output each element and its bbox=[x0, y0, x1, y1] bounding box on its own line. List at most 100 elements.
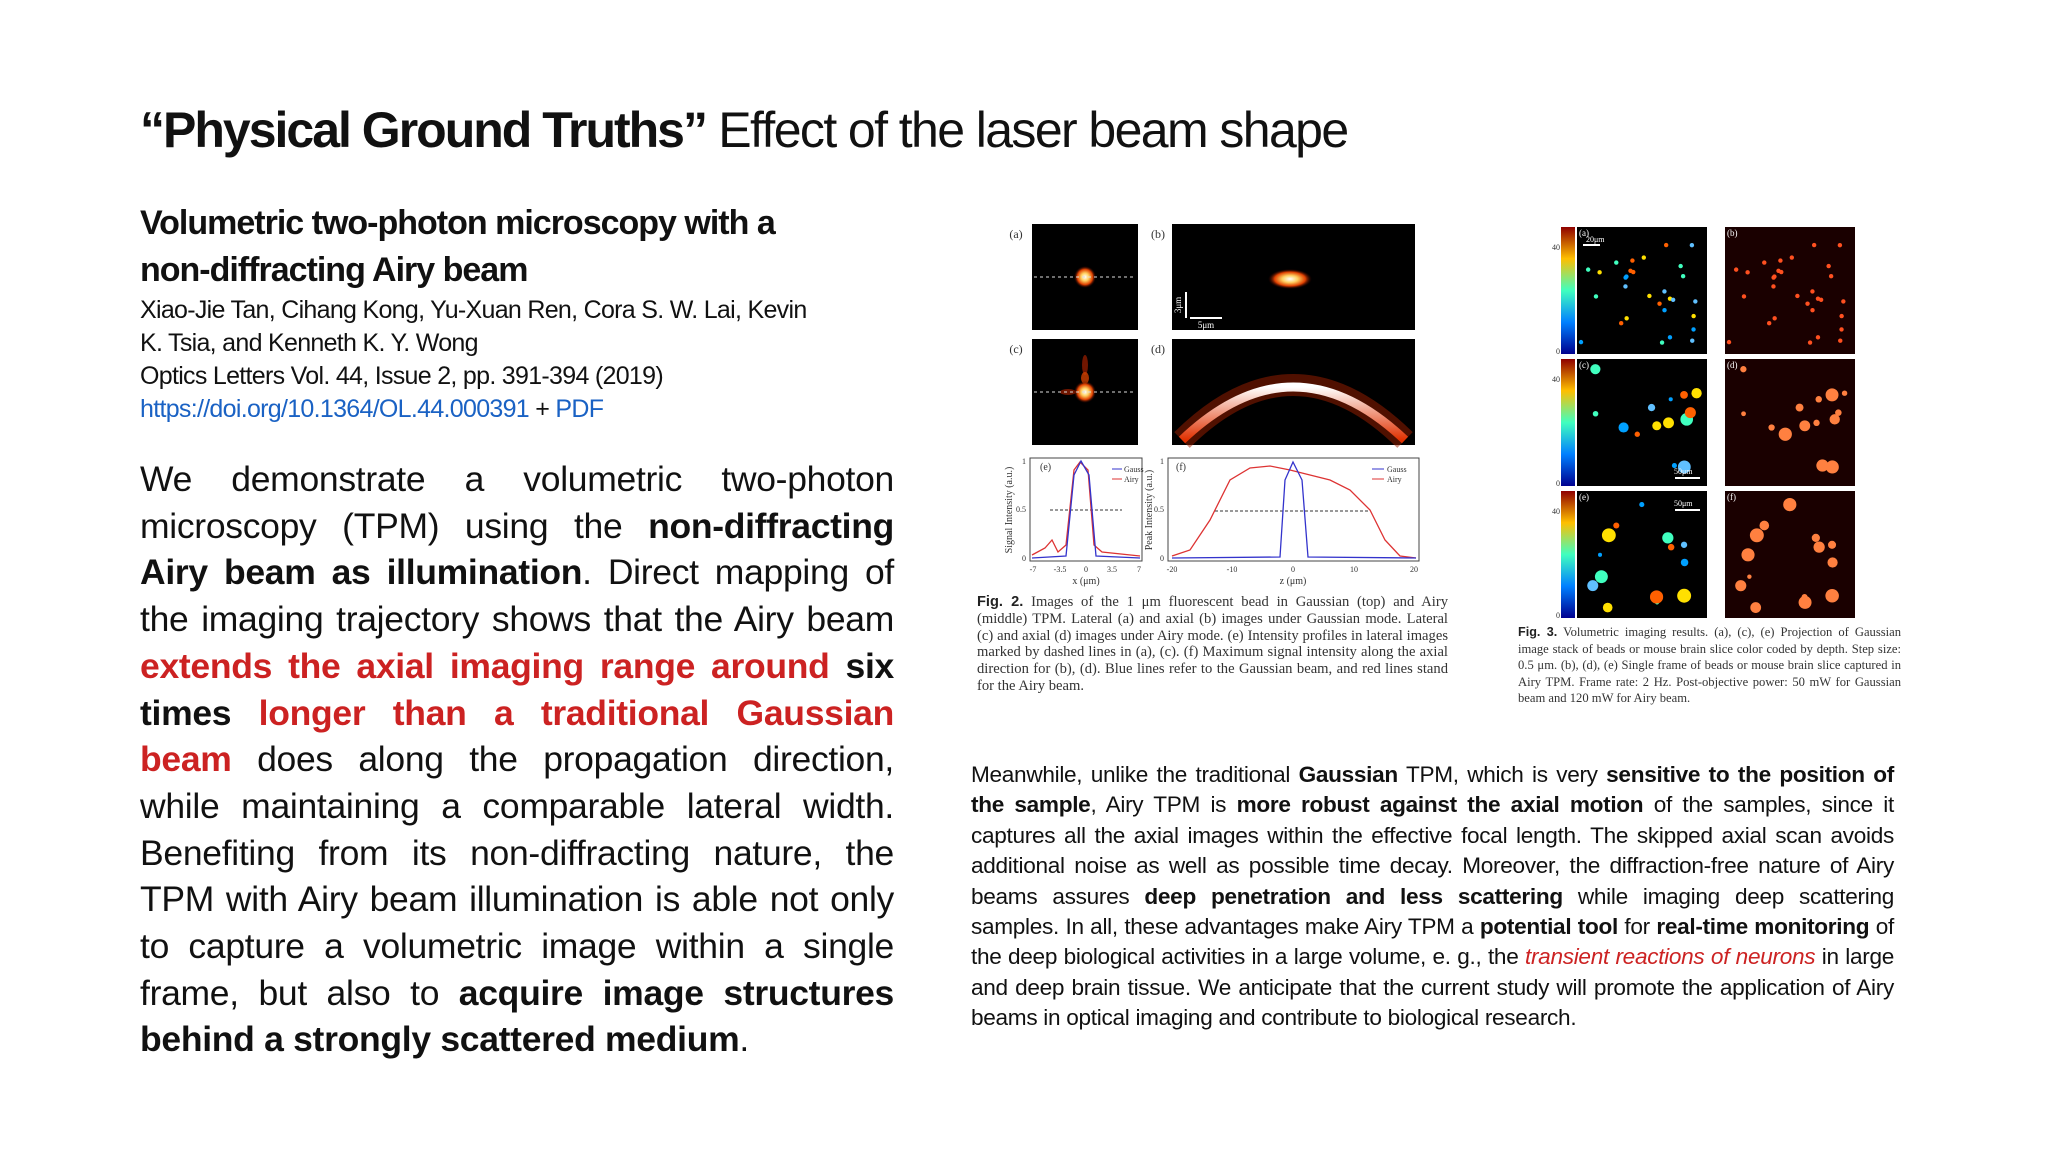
sample-dot bbox=[1677, 460, 1691, 474]
tick-label: -20 bbox=[1167, 565, 1178, 574]
sample-dot bbox=[1578, 339, 1584, 345]
panel-label: (c) bbox=[1579, 360, 1589, 370]
sample-dot bbox=[1759, 520, 1770, 531]
caption-label: Fig. 3. bbox=[1518, 625, 1558, 639]
text-segment: Meanwhile, unlike the traditional bbox=[971, 762, 1299, 787]
sample-art bbox=[1578, 242, 1848, 613]
sample-dot bbox=[1623, 275, 1628, 280]
sample-dot bbox=[1838, 338, 1843, 343]
sample-dot bbox=[1818, 297, 1824, 302]
text-segment: deep penetration and less scattering bbox=[1144, 883, 1563, 909]
panel-label: (a) bbox=[1579, 228, 1589, 238]
pdf-link[interactable]: PDF bbox=[555, 395, 604, 423]
sample-dot bbox=[1590, 364, 1601, 375]
tick-label: 20 bbox=[1410, 565, 1418, 574]
sample-dot bbox=[1741, 411, 1746, 417]
sample-dot bbox=[1668, 397, 1673, 402]
sample-dot bbox=[1726, 339, 1732, 345]
tick-label: -3.5 bbox=[1054, 565, 1067, 574]
caption-text: Volumetric imaging results. (a), (c), (e… bbox=[1518, 625, 1902, 706]
sample-dot bbox=[1810, 289, 1815, 294]
sample-dot bbox=[1602, 602, 1613, 613]
gauss-curve bbox=[1031, 459, 1141, 559]
sample-dot bbox=[1680, 390, 1688, 399]
tick-label: 0.5 bbox=[1154, 505, 1164, 514]
airy-curve bbox=[1171, 465, 1417, 559]
tick-label: 7 bbox=[1137, 565, 1141, 574]
sample-dot bbox=[1671, 462, 1677, 469]
sample-dot bbox=[1749, 528, 1764, 543]
text-segment: sensitive to the position of the sample bbox=[971, 762, 1894, 818]
sample-dot bbox=[1747, 574, 1752, 579]
figure-2-caption: Fig. 2. Images of the 1 μm fluorescent b… bbox=[977, 594, 1448, 695]
sample-dot bbox=[1594, 570, 1608, 584]
sample-dot bbox=[1810, 308, 1815, 313]
text-segment: Gaussian bbox=[1298, 762, 1399, 787]
sample-dot bbox=[1789, 255, 1795, 260]
legend-label: Gauss bbox=[1124, 465, 1144, 474]
sample-dot bbox=[1662, 532, 1674, 544]
sample-dot bbox=[1691, 313, 1696, 319]
text-segment: We demonstrate a volumetric two-photon m… bbox=[140, 459, 894, 546]
sample-dot bbox=[1684, 407, 1696, 419]
text-segment: potential tool bbox=[1479, 914, 1618, 940]
sample-dot bbox=[1733, 267, 1739, 272]
sample-dot bbox=[1766, 321, 1772, 326]
sample-dot bbox=[1614, 260, 1619, 265]
panel-label: (f) bbox=[1727, 492, 1736, 502]
sample-dot bbox=[1657, 301, 1662, 306]
sample-dot bbox=[1689, 242, 1695, 248]
sample-dot bbox=[1783, 498, 1797, 512]
text-segment: of the samples, since it captures all th… bbox=[971, 792, 1894, 909]
sample-dot bbox=[1841, 390, 1848, 396]
sample-dot bbox=[1811, 533, 1820, 542]
tick-label: -7 bbox=[1030, 565, 1037, 574]
sample-dot bbox=[1837, 242, 1843, 248]
sample-dot bbox=[1795, 293, 1800, 299]
sample-dot bbox=[1740, 366, 1747, 373]
journal: Optics Letters Vol. 44, Issue 2, pp. 391… bbox=[140, 362, 664, 390]
tick-label: -10 bbox=[1227, 565, 1238, 574]
scale-label: 3μm bbox=[1173, 297, 1183, 313]
title-bold: “Physical Ground Truths” bbox=[140, 102, 708, 158]
legend-label: Airy bbox=[1124, 475, 1139, 484]
sample-dot bbox=[1805, 301, 1810, 306]
colorbar-tick: 0 bbox=[1556, 479, 1560, 488]
doi-link[interactable]: https://doi.org/10.1364/OL.44.000391 bbox=[140, 395, 530, 423]
sample-dot bbox=[1813, 419, 1820, 427]
sample-dot bbox=[1680, 541, 1688, 548]
sample-dot bbox=[1601, 528, 1616, 543]
panel-label: (e) bbox=[1579, 492, 1589, 502]
text-segment: of the deep biological activities in a l… bbox=[971, 914, 1894, 970]
sample-dot bbox=[1659, 340, 1665, 345]
text-segment: , Airy TPM is bbox=[1090, 792, 1237, 818]
panel-label: (d) bbox=[1151, 342, 1165, 356]
sample-dot bbox=[1639, 502, 1645, 508]
sample-dot bbox=[1680, 558, 1689, 567]
slide-title: “Physical Ground Truths” Effect of the l… bbox=[140, 100, 1349, 160]
legend-label: Gauss bbox=[1387, 465, 1407, 474]
side-lobe bbox=[1082, 355, 1088, 375]
sample-dot bbox=[1663, 242, 1669, 248]
scale-label: 20μm bbox=[1586, 235, 1605, 244]
tick-label: 10 bbox=[1350, 565, 1358, 574]
sample-dot bbox=[1691, 327, 1696, 332]
separator: + bbox=[535, 395, 550, 423]
sample-dot bbox=[1677, 588, 1692, 603]
sample-dot bbox=[1628, 268, 1633, 273]
sample-dot bbox=[1795, 403, 1804, 412]
sample-dot bbox=[1623, 284, 1628, 289]
discussion: Meanwhile, unlike the traditional Gaussi… bbox=[971, 760, 1894, 1034]
panel-label: (b) bbox=[1727, 228, 1738, 238]
panel-label: (b) bbox=[1151, 227, 1165, 241]
sample-dot bbox=[1828, 274, 1834, 279]
sample-dot bbox=[1693, 299, 1698, 304]
sample-dot bbox=[1691, 388, 1702, 399]
sample-dot bbox=[1778, 427, 1792, 441]
scale-label: 50μm bbox=[1674, 467, 1693, 476]
panel-label: (d) bbox=[1727, 360, 1738, 370]
sample-dot bbox=[1597, 270, 1602, 275]
sample-dot bbox=[1811, 242, 1817, 248]
title-rest: Effect of the laser beam shape bbox=[718, 102, 1349, 158]
